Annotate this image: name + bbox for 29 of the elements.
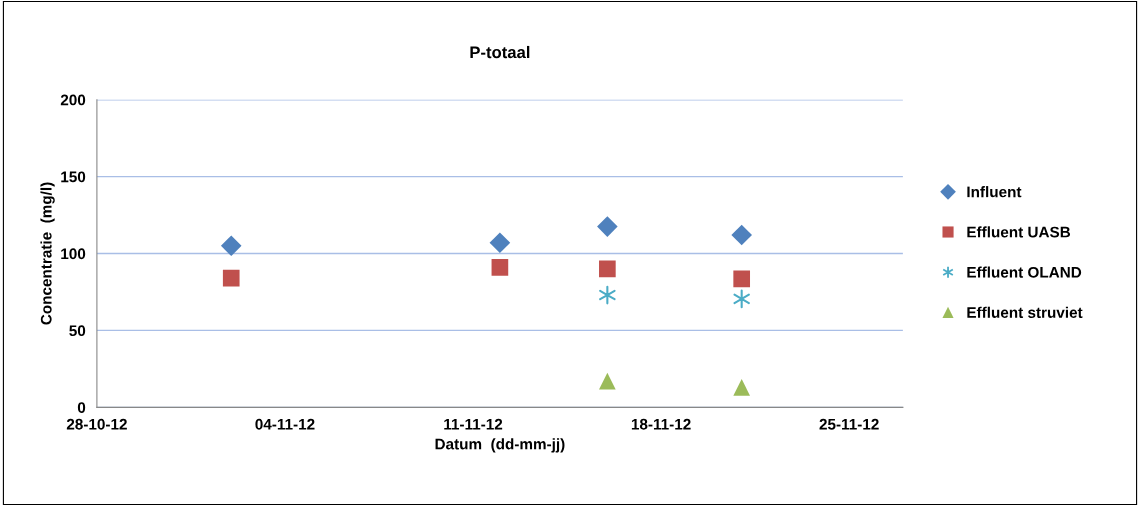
point bbox=[733, 289, 750, 309]
point bbox=[731, 224, 752, 246]
legend-label: Effluent struviet bbox=[967, 306, 1083, 318]
point bbox=[733, 379, 751, 396]
x-tick-label: 18-11-12 bbox=[631, 418, 691, 430]
point bbox=[599, 285, 616, 305]
point bbox=[599, 372, 616, 390]
legend-label: Effluent UASB bbox=[967, 226, 1071, 238]
y-tick-label: 100 bbox=[61, 248, 86, 260]
x-tick-label: 25-11-12 bbox=[819, 418, 879, 430]
legend-label: Influent bbox=[967, 186, 1022, 198]
x-tick-label: 28-10-12 bbox=[66, 418, 127, 430]
point bbox=[733, 270, 751, 288]
x-axis-title: Datum (dd-mm-jj) bbox=[435, 438, 565, 453]
point bbox=[491, 259, 509, 276]
legend-label: Effluent OLAND bbox=[967, 266, 1082, 278]
point bbox=[220, 235, 242, 257]
x-tick-label: 11-11-12 bbox=[444, 418, 503, 430]
y-tick-label: 50 bbox=[69, 325, 86, 337]
chart-title: P-totaal bbox=[470, 45, 530, 59]
y-tick-label: 200 bbox=[60, 94, 86, 106]
point bbox=[597, 216, 618, 237]
y-tick-label: 0 bbox=[77, 402, 86, 414]
point bbox=[599, 260, 616, 278]
point bbox=[489, 232, 511, 254]
y-tick-label: 150 bbox=[61, 171, 86, 183]
point bbox=[222, 269, 240, 287]
x-tick-label: 04-11-12 bbox=[255, 418, 315, 430]
y-axis-title: Concentratie (mg/l) bbox=[40, 182, 55, 325]
